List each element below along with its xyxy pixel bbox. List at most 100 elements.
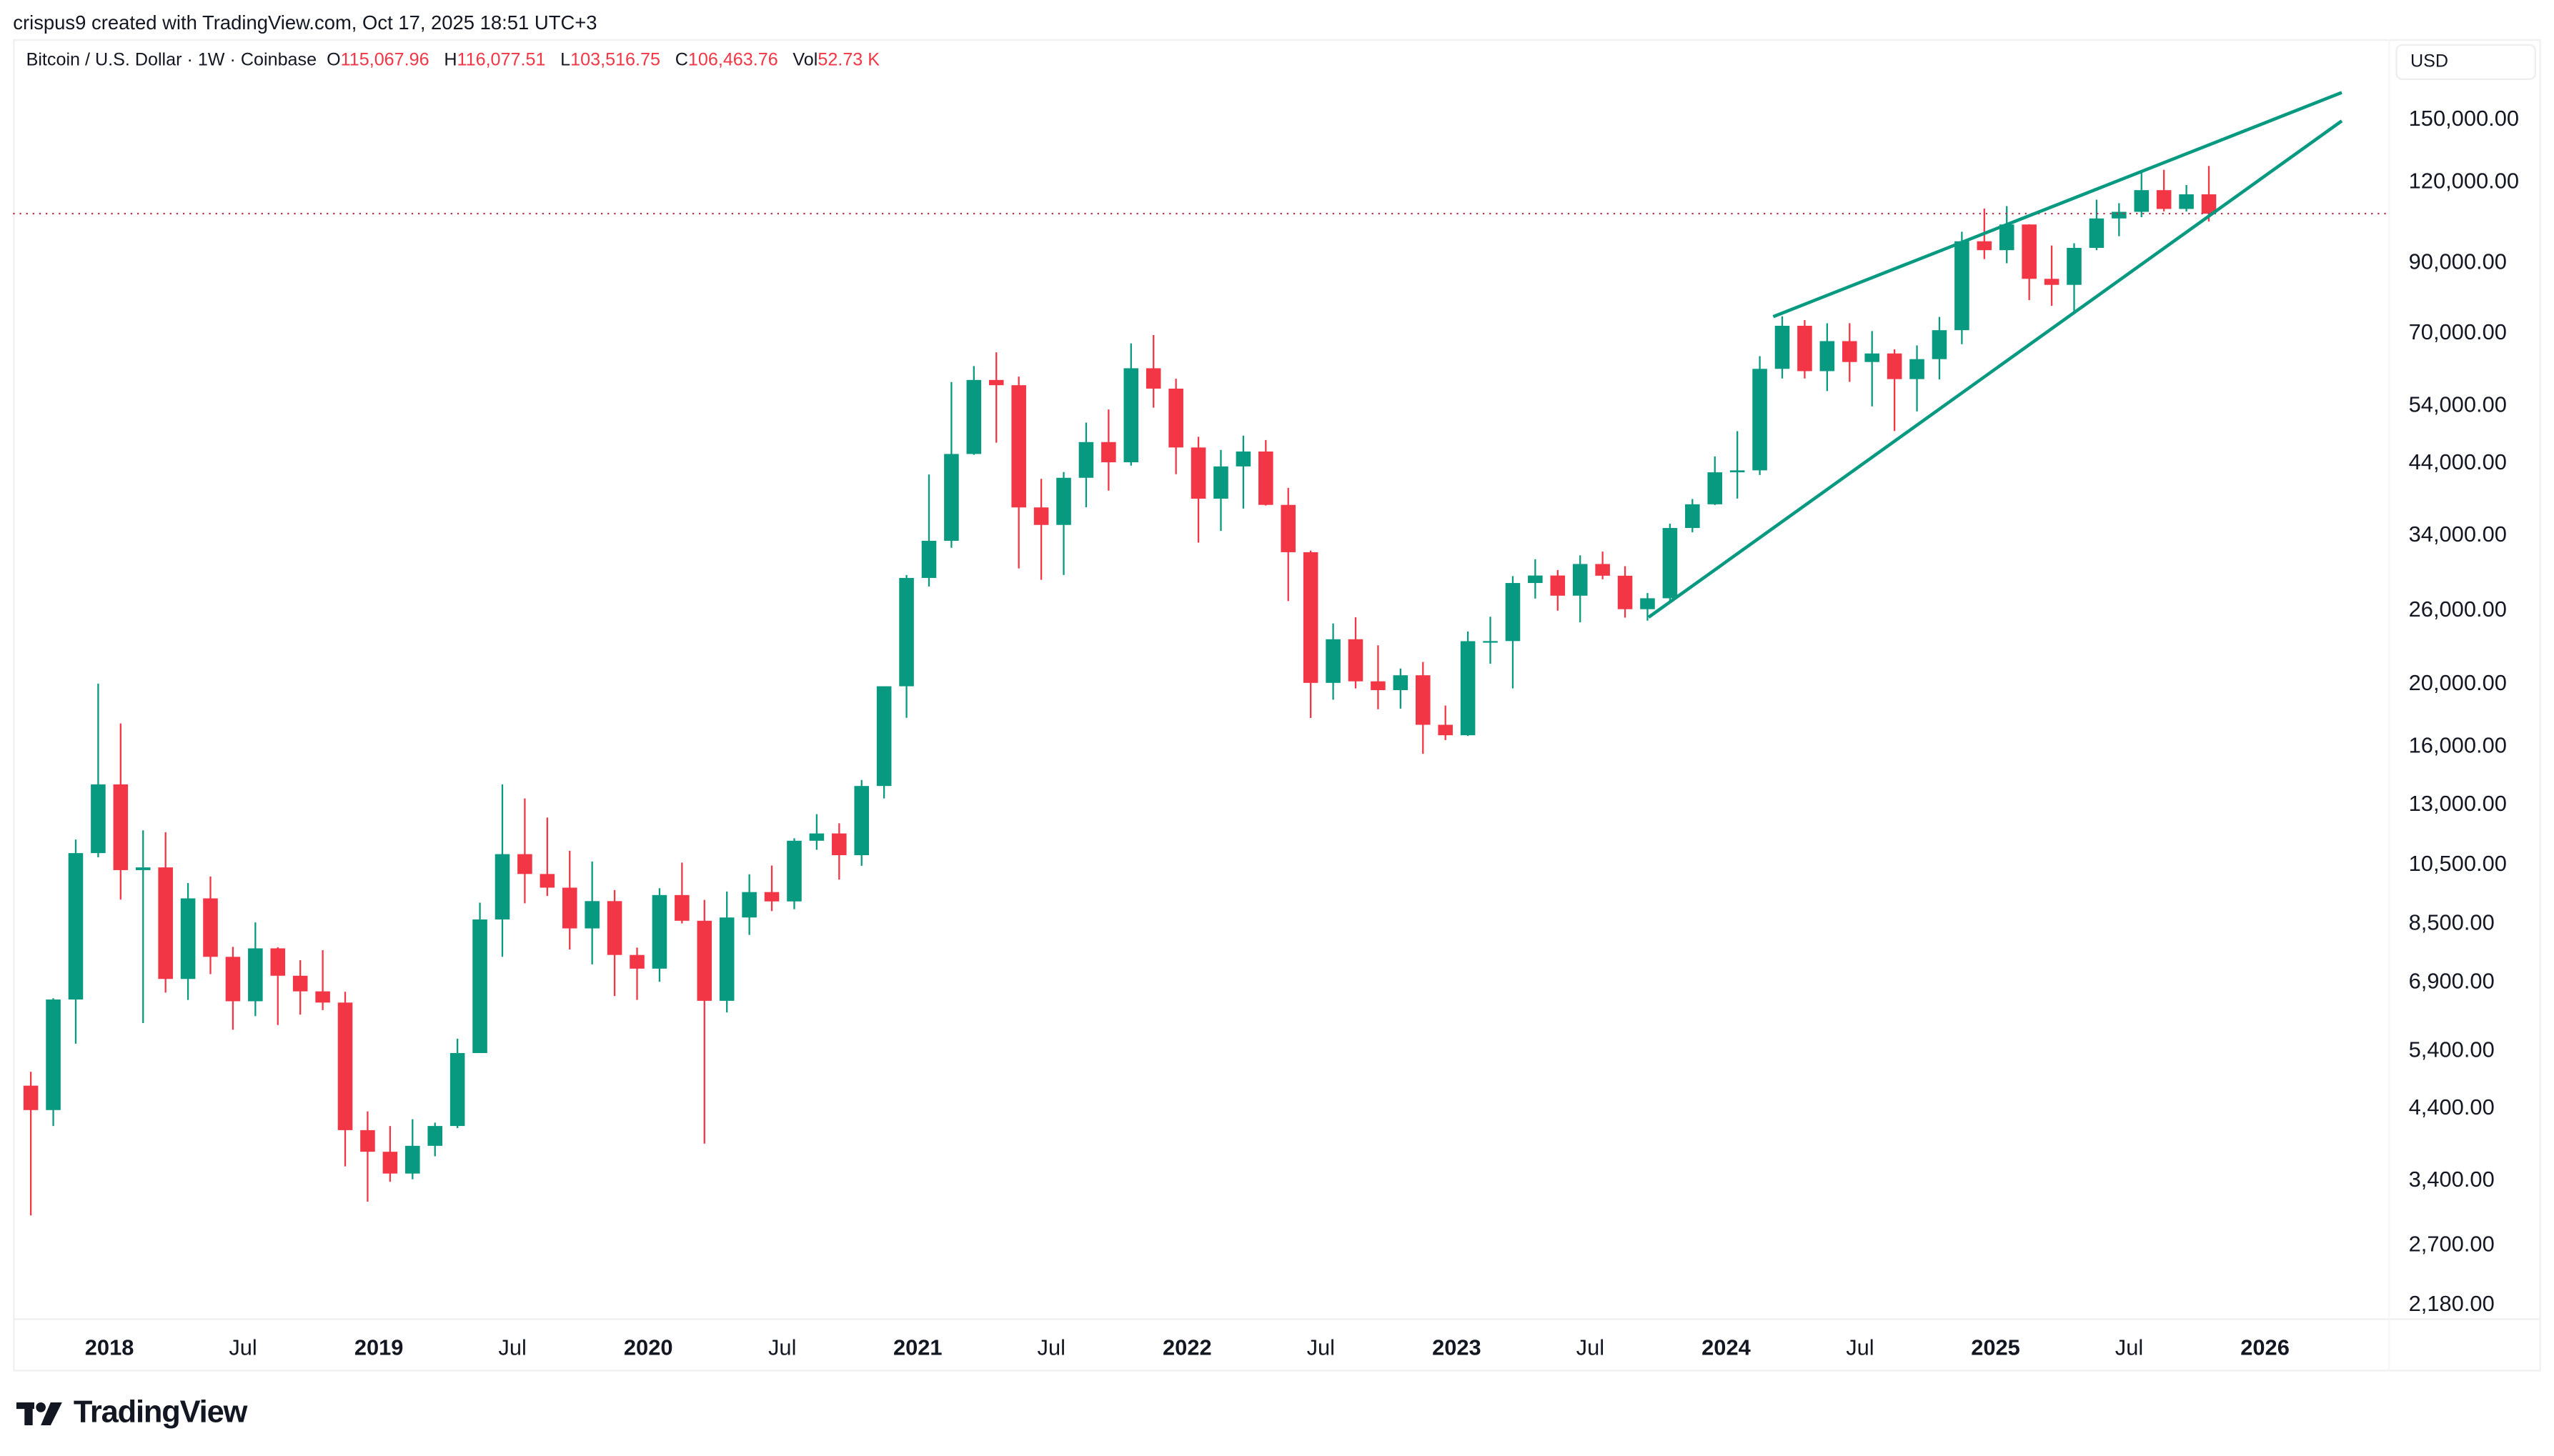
candle-body [360, 1130, 375, 1152]
candle-body [113, 784, 129, 870]
price-tick-label: 13,000.00 [2409, 791, 2507, 816]
candle-body [1123, 368, 1139, 463]
candle-body [382, 1152, 398, 1174]
candle-body [225, 957, 241, 1002]
candle-body [1617, 575, 1633, 609]
time-tick-label: 2019 [354, 1335, 404, 1360]
candle-body [23, 1085, 39, 1110]
candle-body [1909, 359, 1924, 379]
candle-body [449, 1052, 465, 1127]
candle-body [1685, 504, 1700, 529]
candle-body [68, 853, 84, 1000]
candle-body [1303, 552, 1318, 683]
price-tick-label: 4,400.00 [2409, 1095, 2495, 1120]
candle-body [292, 975, 308, 992]
price-tick-label: 20,000.00 [2409, 670, 2507, 695]
candle-body [158, 867, 173, 979]
price-tick-label: 2,180.00 [2409, 1291, 2495, 1316]
candle-body [607, 901, 622, 955]
candle-body [1977, 241, 1992, 251]
candle-body [832, 833, 847, 856]
price-tick-label: 10,500.00 [2409, 851, 2507, 876]
high-label: H [444, 50, 457, 71]
candle-body [1483, 641, 1498, 643]
price-tick-label: 3,400.00 [2409, 1167, 2495, 1192]
candle-body [1168, 388, 1183, 448]
price-tick-label: 16,000.00 [2409, 733, 2507, 758]
volume-label: Vol [792, 50, 818, 71]
symbol-legend: Bitcoin / U.S. Dollar · 1W · Coinbase O1… [26, 51, 890, 70]
candle-body [1640, 598, 1655, 609]
candle-body [1146, 368, 1161, 389]
candle-body [1326, 639, 1341, 683]
candle-body [1729, 470, 1745, 473]
candle-body [944, 454, 959, 541]
candle-body [1932, 330, 1947, 359]
candle-body [630, 954, 645, 969]
open-label: O [327, 50, 341, 71]
logo-text: TradingView [73, 1395, 248, 1430]
candle-body [966, 379, 982, 454]
candle-body [854, 786, 870, 856]
close-value: 106,463.76 [687, 50, 778, 71]
time-tick-label: 2018 [85, 1335, 134, 1360]
time-tick-label: 2020 [624, 1335, 673, 1360]
price-tick-label: 2,700.00 [2409, 1231, 2495, 1256]
trendline [1772, 91, 2342, 319]
time-axis[interactable]: 2018 Jul 2019 Jul 2020 Jul 2021 Jul 2022 Jul 2023 J… [85, 1335, 2290, 1360]
candle-body [1236, 451, 1251, 467]
time-tick-label: Jul [1846, 1335, 1874, 1360]
candle-body [2112, 211, 2127, 219]
candle-body [697, 920, 712, 1001]
time-tick-label: Jul [2115, 1335, 2143, 1360]
candle-body [1505, 583, 1521, 642]
trendlines[interactable] [1647, 91, 2343, 619]
time-tick-label: 2026 [2240, 1335, 2290, 1360]
time-tick-label: Jul [229, 1335, 257, 1360]
price-tick-label: 8,500.00 [2409, 910, 2495, 935]
open-value: 115,067.96 [340, 50, 429, 71]
candle-body [1348, 639, 1363, 682]
candle-body [719, 917, 735, 1001]
candle-body [1550, 575, 1566, 596]
symbol-title[interactable]: Bitcoin / U.S. Dollar · 1W · Coinbase [26, 50, 317, 71]
candle-body [2044, 279, 2059, 285]
close-label: C [675, 50, 688, 71]
time-tick-label: 2025 [1971, 1335, 2020, 1360]
price-tick-label: 26,000.00 [2409, 597, 2507, 622]
tradingview-logo[interactable]: TradingView [16, 1396, 247, 1432]
tradingview-logo-icon [16, 1402, 62, 1425]
chart-panel[interactable] [13, 39, 2541, 1372]
currency-button[interactable]: USD [2395, 44, 2536, 80]
candles [23, 166, 2217, 1216]
time-tick-label: Jul [498, 1335, 526, 1360]
price-tick-label: 150,000.00 [2409, 106, 2519, 131]
candle-body [562, 887, 577, 929]
low-value: 103,516.75 [570, 50, 661, 71]
candle-body [1371, 681, 1386, 690]
price-tick-label: 70,000.00 [2409, 319, 2507, 344]
candle-body [764, 892, 780, 902]
price-axis[interactable]: 150,000.00 120,000.00 90,000.00 70,000.00 54… [2409, 106, 2519, 1316]
candle-body [2134, 190, 2150, 212]
candle-body [1011, 385, 1026, 508]
candle-body [2156, 190, 2172, 209]
candle-body [337, 1002, 353, 1130]
high-value: 116,077.51 [457, 50, 546, 71]
candle-body [1033, 507, 1049, 525]
candle-body [1662, 528, 1678, 599]
candle-body [248, 948, 263, 1002]
price-tick-label: 120,000.00 [2409, 168, 2519, 193]
time-tick-label: 2024 [1701, 1335, 1751, 1360]
candle-body [652, 894, 667, 969]
candle-body [2089, 218, 2105, 248]
volume-value: 52.73 K [818, 50, 880, 71]
candle-body [2022, 224, 2037, 279]
candle-body [585, 901, 600, 929]
candle-body [405, 1145, 420, 1174]
candle-body [315, 991, 330, 1003]
candle-body [427, 1126, 443, 1146]
candle-body [1999, 224, 2014, 251]
